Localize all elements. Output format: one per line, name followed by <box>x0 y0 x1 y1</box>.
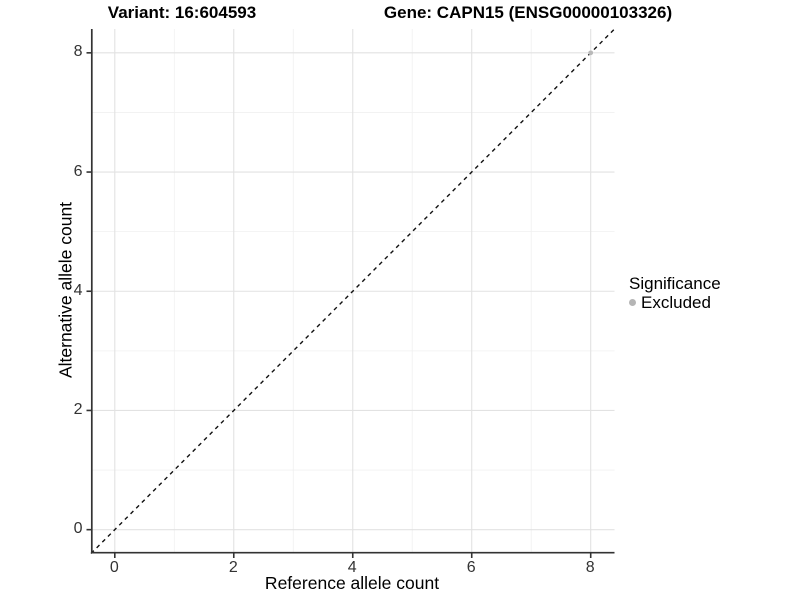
x-tick-label: 4 <box>347 559 357 576</box>
gene-title: Gene: CAPN15 (ENSG00000103326) <box>383 3 673 22</box>
identity-line <box>90 28 615 554</box>
legend-item: Excluded <box>629 293 721 312</box>
variant-title: Variant: 16:604593 <box>107 3 257 22</box>
y-tick-label: 6 <box>73 162 83 180</box>
legend-title: Significance <box>629 274 721 293</box>
x-tick-label: 0 <box>109 559 119 576</box>
legend-items: Excluded <box>629 293 721 312</box>
y-tick-label: 0 <box>73 520 83 538</box>
legend: Significance Excluded <box>629 274 721 312</box>
x-tick-label: 8 <box>585 559 595 576</box>
y-tick-label: 2 <box>73 400 83 418</box>
legend-item-label: Excluded <box>641 293 711 312</box>
x-tick-label: 2 <box>228 559 238 576</box>
y-tick-label: 4 <box>73 281 83 299</box>
plot-panel <box>86 28 615 558</box>
data-point <box>587 49 593 55</box>
x-tick-label: 6 <box>466 559 476 576</box>
y-tick-label: 8 <box>73 43 83 61</box>
x-axis-title: Reference allele count <box>264 573 440 593</box>
legend-key-dot-icon <box>629 299 636 306</box>
